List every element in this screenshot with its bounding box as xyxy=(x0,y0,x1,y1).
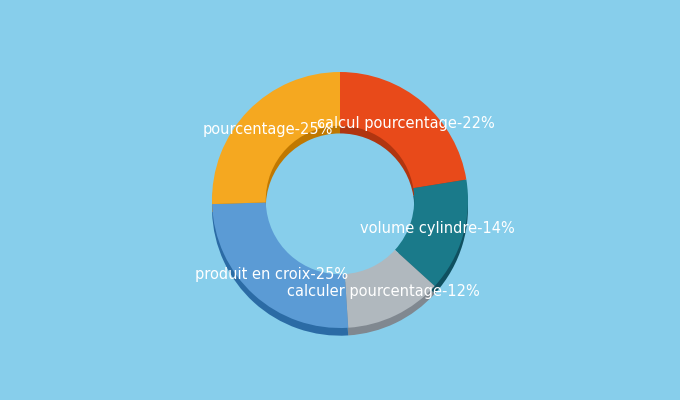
Text: produit en croix-25%: produit en croix-25% xyxy=(195,267,349,282)
Wedge shape xyxy=(345,258,435,336)
Text: calculer pourcentage-12%: calculer pourcentage-12% xyxy=(288,284,480,299)
Wedge shape xyxy=(212,202,348,328)
Text: volume cylindre-14%: volume cylindre-14% xyxy=(360,221,514,236)
Text: calcul pourcentage-22%: calcul pourcentage-22% xyxy=(317,116,494,130)
Wedge shape xyxy=(212,80,340,212)
Wedge shape xyxy=(212,72,340,204)
Wedge shape xyxy=(340,80,466,196)
Text: pourcentage-25%: pourcentage-25% xyxy=(202,122,333,137)
Wedge shape xyxy=(395,187,468,294)
Wedge shape xyxy=(345,250,435,328)
Wedge shape xyxy=(212,210,348,336)
Wedge shape xyxy=(340,72,466,188)
Wedge shape xyxy=(395,180,468,286)
